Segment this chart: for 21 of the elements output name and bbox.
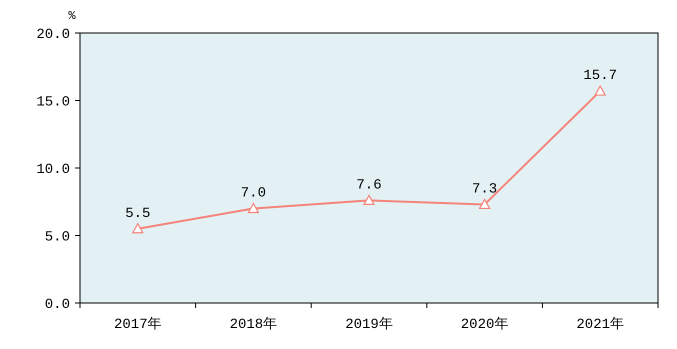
y-tick-label: 5.0 bbox=[44, 230, 70, 246]
y-tick-label: 10.0 bbox=[36, 162, 70, 178]
data-label: 7.0 bbox=[240, 186, 266, 202]
x-tick-label: 2021年 bbox=[576, 316, 624, 333]
data-label: 15.7 bbox=[583, 68, 618, 84]
point bbox=[363, 194, 375, 205]
y-tick-label: 15.0 bbox=[36, 94, 70, 110]
point bbox=[594, 85, 606, 96]
point bbox=[479, 198, 490, 210]
x-tick-label: 2018年 bbox=[230, 316, 278, 333]
point bbox=[132, 223, 144, 234]
y-tick-label: 20.0 bbox=[36, 27, 70, 43]
x-tick-label: 2020年 bbox=[460, 316, 508, 333]
x-tick-label: 2017年 bbox=[114, 316, 162, 333]
y-axis-title: % bbox=[68, 9, 76, 23]
point bbox=[248, 202, 259, 214]
data-label: 7.6 bbox=[356, 177, 382, 194]
x-tick-label: 2019年 bbox=[345, 316, 393, 333]
y-tick-label: 0.0 bbox=[44, 297, 70, 313]
data-label: 5.5 bbox=[125, 206, 150, 222]
data-label: 7.3 bbox=[472, 181, 498, 198]
